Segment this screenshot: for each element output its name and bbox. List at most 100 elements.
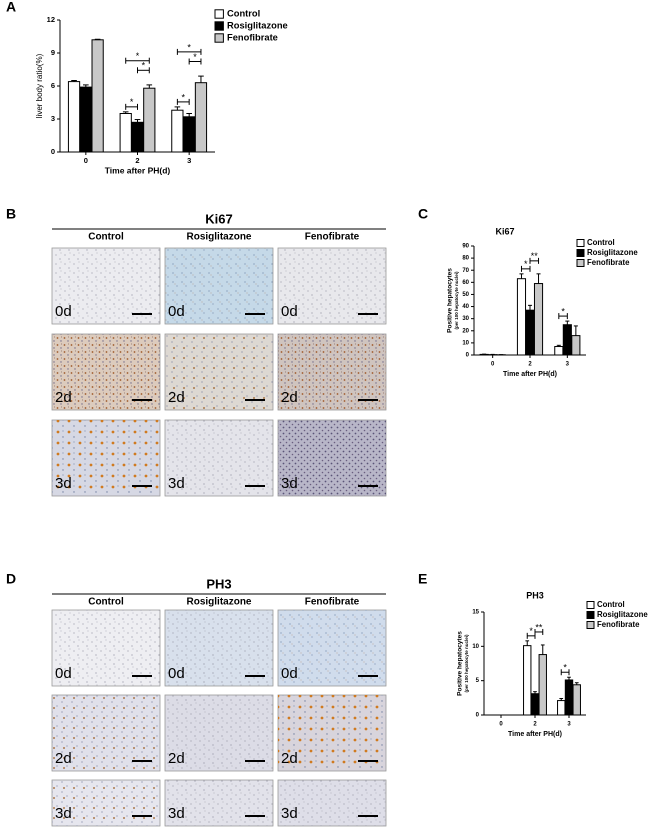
x-tick-label: 0: [84, 156, 88, 165]
x-tick-label: 3: [187, 156, 191, 165]
time-label: 3d: [55, 475, 72, 492]
x-tick-label: 0: [499, 722, 503, 728]
time-label: 0d: [55, 665, 72, 682]
micrograph-texture: [52, 610, 160, 686]
bar: [194, 82, 208, 153]
y-tick-label: 0: [466, 353, 470, 359]
legend-swatch: [586, 601, 595, 609]
legend-swatch: [586, 611, 595, 619]
y-tick-label: 30: [462, 316, 469, 322]
legend-label: Rosiglitazone: [587, 248, 638, 257]
y-tick-label: 5: [476, 678, 480, 684]
micrograph-texture: [278, 695, 386, 771]
time-label: 0d: [168, 303, 185, 320]
micrograph-texture: [165, 420, 273, 496]
y-tick-label: 20: [462, 328, 469, 334]
time-label: 2d: [168, 389, 185, 406]
legend-swatch: [576, 239, 585, 247]
bar: [554, 346, 564, 356]
micrograph-texture: [278, 780, 386, 826]
bar: [562, 324, 572, 356]
time-label: 2d: [55, 750, 72, 767]
legend-swatch: [214, 33, 224, 43]
significance-label: *: [193, 52, 197, 62]
micrograph-texture: [52, 780, 160, 826]
legend-swatch: [576, 259, 585, 267]
y-tick-label: 70: [462, 268, 469, 274]
time-label: 0d: [168, 665, 185, 682]
micrograph-texture: [52, 420, 160, 496]
legend-label: Control: [587, 238, 615, 247]
significance-label: *: [142, 61, 146, 71]
bar: [533, 283, 544, 356]
y-axis-label: liver body ratio(%): [35, 53, 44, 118]
x-axis-label: Time after PH(d): [508, 731, 562, 738]
bar: [119, 113, 132, 153]
time-label: 0d: [55, 303, 72, 320]
significance-label: *: [563, 663, 567, 673]
column-label: Control: [88, 597, 124, 608]
x-axis-label: Time after PH(d): [105, 165, 171, 175]
chart-title: Ki67: [495, 226, 514, 236]
column-label: Rosiglitazone: [186, 232, 251, 243]
bar: [183, 116, 196, 153]
bar: [91, 39, 104, 153]
panel-label: D: [6, 571, 16, 587]
micrograph-texture: [52, 695, 160, 771]
x-tick-label: 3: [566, 362, 570, 368]
micrograph-texture: [165, 610, 273, 686]
y-tick-label: 60: [462, 280, 469, 286]
time-label: 0d: [281, 303, 298, 320]
x-tick-label: 2: [135, 156, 139, 165]
bar: [538, 654, 547, 716]
legend-label: Fenofibrate: [587, 258, 630, 267]
column-label: Fenofibrate: [305, 597, 360, 608]
bar: [79, 86, 92, 153]
micrograph-texture: [278, 420, 386, 496]
y-tick-label: 12: [47, 15, 55, 24]
bar: [516, 278, 527, 356]
micrograph-texture: [165, 248, 273, 324]
time-label: 2d: [168, 750, 185, 767]
micrograph-texture: [278, 248, 386, 324]
significance-label: *: [136, 51, 140, 61]
y-tick-label: 15: [472, 610, 479, 616]
legend-label: Rosiglitazone: [227, 20, 288, 30]
bar: [131, 121, 144, 153]
y-tick-label: 50: [462, 292, 469, 298]
y-axis-note: (per 100 hepatocyte nuclei): [454, 271, 459, 330]
bar: [564, 679, 574, 716]
bar: [171, 109, 184, 153]
legend-swatch: [586, 621, 595, 629]
significance-label: *: [524, 259, 528, 269]
chart-title: PH3: [526, 590, 544, 600]
panel-title: Ki67: [205, 211, 232, 226]
significance-label: *: [529, 626, 533, 636]
bar: [479, 353, 489, 356]
y-tick-label: 90: [462, 244, 469, 250]
y-tick-label: 40: [462, 304, 469, 310]
y-axis-label: Positive hepatocytes: [457, 631, 464, 696]
y-axis-note: (per 100 hepatocyte nuclei): [464, 634, 469, 693]
micrograph-texture: [52, 334, 160, 410]
x-axis-label: Time after PH(d): [503, 371, 557, 378]
bar: [143, 87, 156, 153]
time-label: 3d: [168, 805, 185, 822]
y-tick-label: 0: [51, 147, 55, 156]
x-tick-label: 3: [567, 722, 571, 728]
time-label: 3d: [281, 805, 298, 822]
micrograph-texture: [278, 610, 386, 686]
significance-label: *: [130, 97, 134, 107]
time-label: 2d: [281, 389, 298, 406]
legend-swatch: [214, 9, 224, 19]
column-label: Rosiglitazone: [186, 597, 251, 608]
significance-label: **: [535, 622, 543, 632]
x-tick-label: 2: [528, 362, 532, 368]
time-label: 0d: [281, 665, 298, 682]
time-label: 3d: [55, 805, 72, 822]
time-label: 3d: [281, 475, 298, 492]
micrograph-texture: [165, 334, 273, 410]
significance-label: *: [182, 92, 186, 102]
legend-label: Control: [597, 600, 625, 609]
micrograph-texture: [165, 780, 273, 826]
